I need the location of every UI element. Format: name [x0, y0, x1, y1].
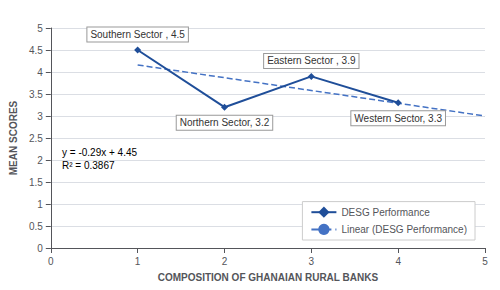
- svg-text:5: 5: [482, 256, 488, 267]
- svg-text:Eastern Sector , 3.9: Eastern Sector , 3.9: [267, 55, 356, 66]
- svg-text:MEAN SCORES: MEAN SCORES: [8, 100, 19, 175]
- svg-text:R² = 0.3867: R² = 0.3867: [62, 160, 115, 171]
- svg-text:3: 3: [37, 111, 43, 122]
- svg-text:2: 2: [37, 155, 43, 166]
- svg-text:Southern Sector , 4.5: Southern Sector , 4.5: [90, 29, 185, 40]
- svg-text:3.5: 3.5: [29, 89, 43, 100]
- svg-text:COMPOSITION OF GHANAIAN RURAL: COMPOSITION OF GHANAIAN RURAL BANKS: [158, 272, 379, 283]
- svg-text:4: 4: [395, 256, 401, 267]
- svg-text:Northern Sector, 3.2: Northern Sector, 3.2: [180, 117, 270, 128]
- svg-text:3: 3: [309, 256, 315, 267]
- svg-text:DESG Performance: DESG Performance: [341, 207, 430, 218]
- svg-text:1: 1: [37, 199, 43, 210]
- svg-text:0.5: 0.5: [29, 221, 43, 232]
- svg-text:4: 4: [37, 67, 43, 78]
- svg-text:Western Sector, 3.3: Western Sector, 3.3: [354, 113, 442, 124]
- svg-text:0: 0: [37, 243, 43, 254]
- svg-text:1.5: 1.5: [29, 177, 43, 188]
- svg-text:Linear (DESG Performance): Linear (DESG Performance): [341, 224, 467, 235]
- svg-text:4.5: 4.5: [29, 45, 43, 56]
- svg-text:2: 2: [222, 256, 228, 267]
- svg-text:1: 1: [135, 256, 141, 267]
- svg-text:2.5: 2.5: [29, 133, 43, 144]
- svg-text:y = -0.29x + 4.45: y = -0.29x + 4.45: [62, 147, 137, 158]
- svg-text:0: 0: [48, 256, 54, 267]
- svg-text:5: 5: [37, 23, 43, 34]
